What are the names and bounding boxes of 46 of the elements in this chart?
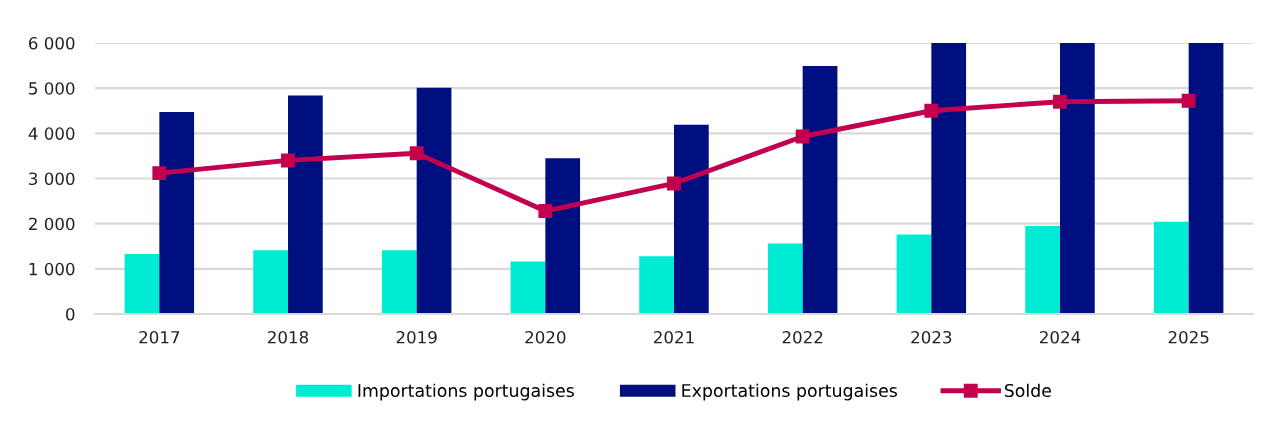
bar (674, 124, 709, 314)
x-tick-label: 2024 (1040, 330, 1081, 344)
x-tick-label: 2020 (525, 330, 566, 344)
y-tick-label: 4 000 (28, 127, 75, 140)
y-tick-label: 6 000 (29, 36, 75, 50)
y-tick-label: 1 000 (29, 262, 75, 276)
bar (1188, 43, 1224, 314)
bar (896, 234, 932, 314)
bar (1153, 221, 1189, 314)
y-tick-label: 5 000 (29, 82, 75, 95)
bar (767, 243, 803, 314)
bar (931, 43, 967, 314)
y-tick-label: 3 000 (29, 172, 75, 186)
x-tick-label: 2017 (139, 330, 180, 344)
point (1181, 93, 1196, 108)
point (1053, 94, 1067, 109)
bar (416, 87, 452, 314)
bar (288, 95, 323, 314)
x-tick-label: 2018 (268, 330, 309, 344)
bar (124, 253, 160, 314)
point (409, 146, 424, 161)
point (152, 166, 167, 181)
bar (381, 250, 417, 314)
point (667, 176, 681, 191)
point (538, 204, 553, 218)
point (795, 129, 810, 144)
x-tick-label: 2025 (1168, 330, 1209, 344)
x-tick-label: 2019 (396, 330, 437, 344)
point (281, 153, 295, 168)
y-tick-label: 0 (66, 307, 75, 321)
bar (639, 256, 674, 314)
bar (1060, 43, 1095, 314)
bar (159, 112, 195, 314)
x-tick-label: 2021 (654, 330, 694, 344)
bar (253, 250, 288, 314)
x-tick-label: 2022 (782, 330, 823, 344)
bar (1025, 225, 1060, 314)
legend-label: Solde (1004, 383, 1051, 398)
point (924, 103, 939, 118)
legend-label: Importations portugaises (358, 383, 574, 401)
legend-label: Exportations portugaises (682, 383, 897, 401)
bar (545, 158, 581, 314)
bar (802, 66, 838, 314)
bar (510, 261, 546, 314)
y-tick-label: 2 000 (29, 217, 75, 231)
x-tick-label: 2023 (911, 330, 952, 344)
